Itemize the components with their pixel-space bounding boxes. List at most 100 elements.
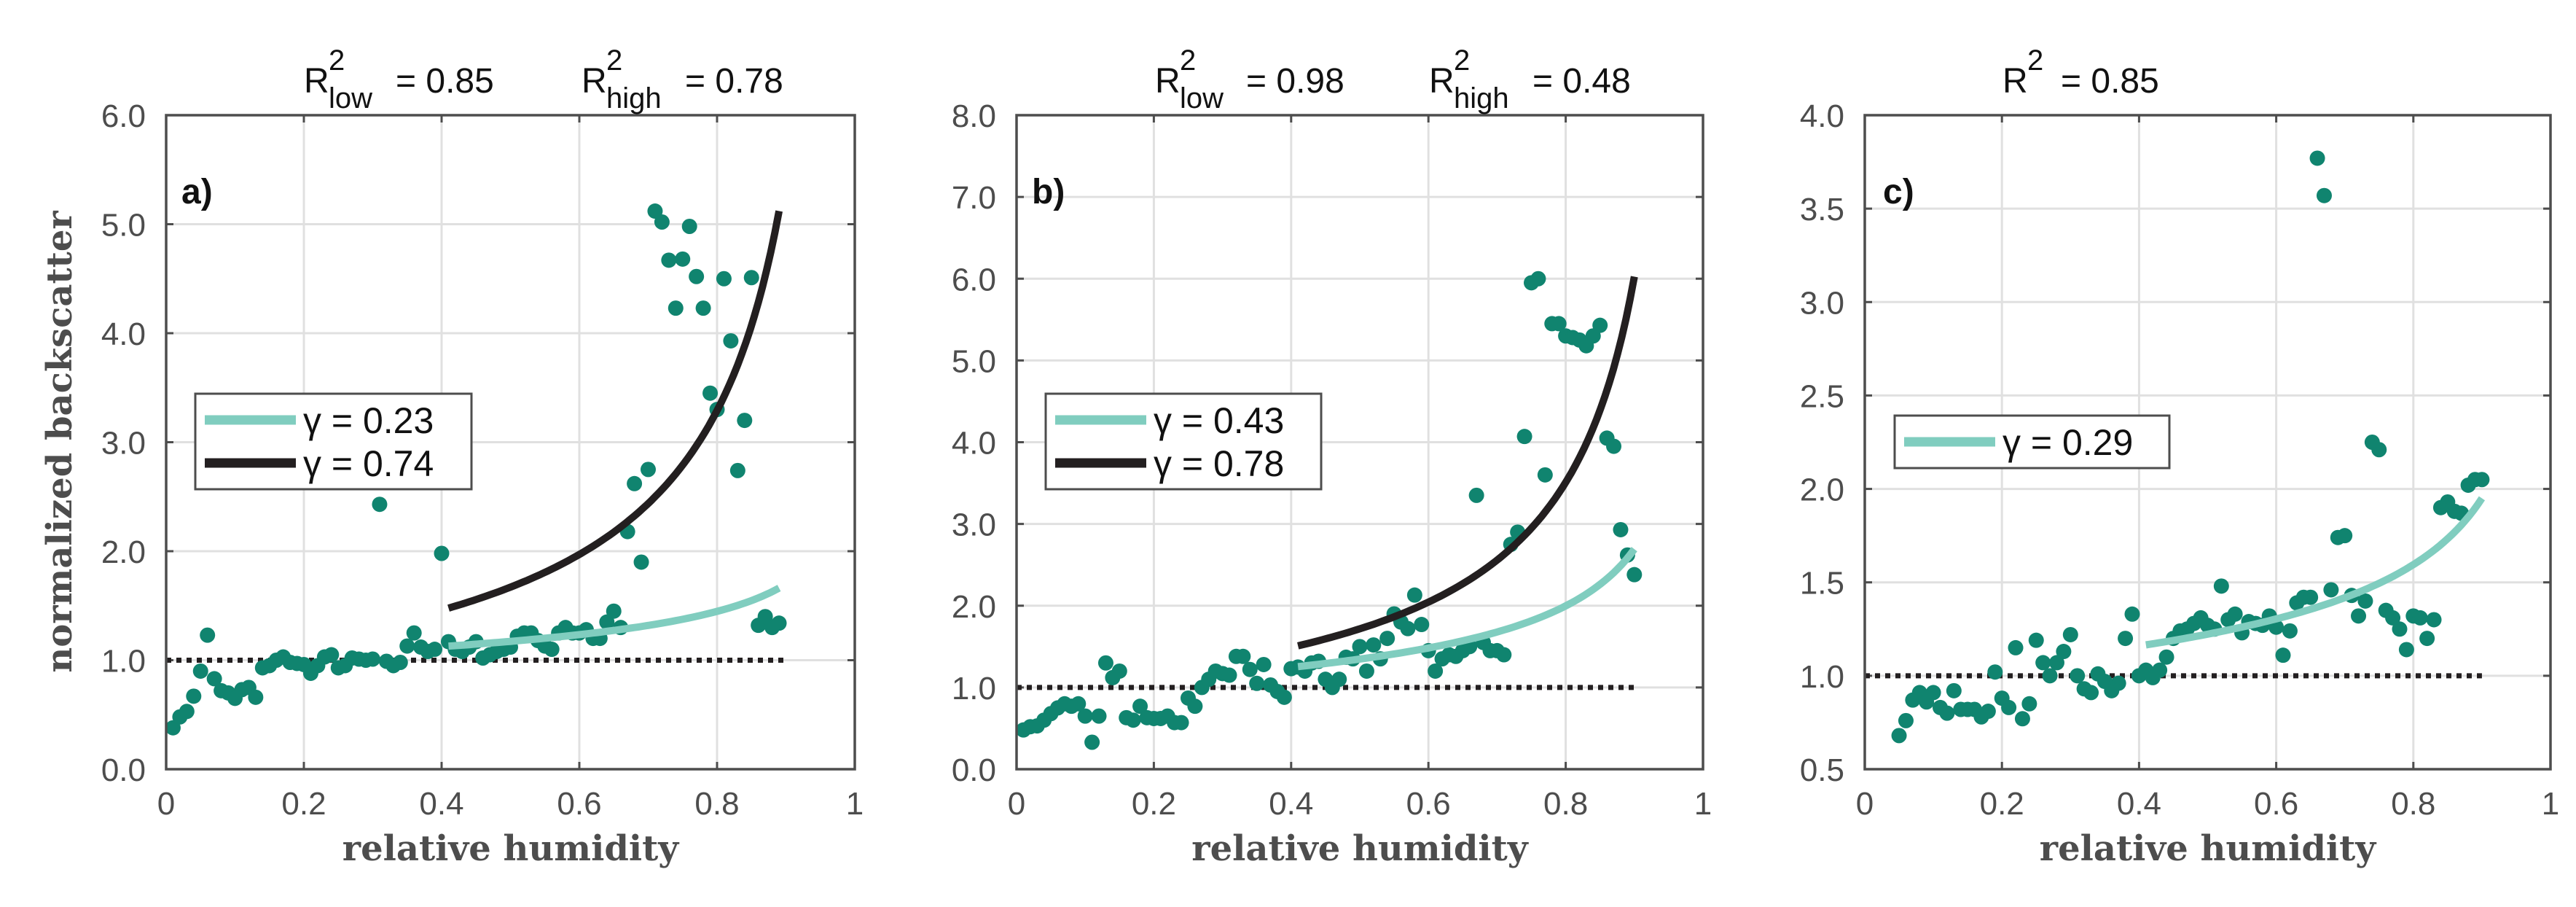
x-tick-label: 0.6 (1406, 786, 1451, 822)
data-point (544, 642, 560, 658)
legend: γ = 0.29 (1893, 414, 2171, 470)
data-point (1516, 429, 1532, 445)
data-point (2385, 610, 2401, 626)
y-tick-label: 4.0 (1800, 98, 1844, 134)
r-value: = 0.48 (1532, 62, 1631, 101)
data-point (1946, 682, 1962, 698)
data-point (1613, 521, 1629, 537)
legend-label: γ = 0.74 (303, 443, 434, 484)
data-point (1891, 728, 1907, 744)
r-value: = 0.98 (1246, 62, 1344, 101)
data-point (1173, 715, 1189, 731)
data-point (1084, 734, 1100, 750)
r-subscript: high (606, 82, 662, 114)
legend-label: γ = 0.29 (2003, 422, 2133, 463)
data-point (2337, 528, 2353, 544)
y-tick-label: 8.0 (952, 98, 996, 134)
r-superscript: 2 (329, 44, 345, 77)
data-point (771, 615, 787, 631)
data-point (2014, 711, 2030, 727)
r-squared-annotation: R2 = 0.85 (2003, 44, 2159, 101)
legend-box (194, 392, 473, 491)
data-point (716, 270, 732, 287)
data-point (1125, 712, 1141, 728)
y-tick-label: 7.0 (952, 180, 996, 216)
y-tick-label: 3.0 (952, 507, 996, 543)
r-symbol: R (2003, 62, 2028, 101)
data-point (2474, 472, 2490, 488)
x-tick-label: 1 (1694, 786, 1712, 822)
data-point (1980, 704, 1996, 720)
data-point (1626, 567, 1643, 583)
data-point (392, 654, 408, 670)
y-tick-label: 0.0 (952, 752, 996, 788)
data-point (1276, 689, 1292, 705)
data-point (2426, 612, 2442, 628)
r-squared-annotation: R2 low = 0.98 (1155, 44, 1344, 114)
x-tick-label: 0 (157, 786, 175, 822)
data-point (627, 475, 643, 491)
data-point (1331, 672, 1347, 688)
r-subscript: high (1454, 82, 1509, 114)
data-point (668, 300, 684, 316)
data-point (1091, 708, 1107, 724)
x-tick-label: 0 (1008, 786, 1025, 822)
r-value: = 0.85 (396, 62, 494, 101)
x-tick-label: 0.2 (281, 786, 326, 822)
data-point (1187, 698, 1203, 715)
data-point (599, 614, 615, 630)
data-point (2309, 150, 2325, 166)
data-point (654, 214, 670, 230)
data-point (2158, 649, 2174, 665)
x-tick-label: 0.4 (1269, 786, 1313, 822)
panel-c: 0 0.2 0.4 0.6 0.8 1 0.5 1.0 1.5 2.0 2.5 3.0 3.5 4.0 c)… (1800, 44, 2559, 869)
data-point (1221, 667, 1237, 683)
x-tick-label: 0.4 (2117, 786, 2161, 822)
data-point (641, 462, 656, 478)
y-tick-label: 6.0 (101, 98, 146, 134)
r-symbol: R (1429, 62, 1455, 101)
data-point (1242, 661, 1258, 677)
data-point (2398, 642, 2414, 658)
data-point (633, 554, 649, 570)
data-point (1898, 712, 1914, 728)
y-tick-label: 4.0 (101, 316, 146, 352)
data-point (606, 603, 622, 619)
data-point (681, 218, 697, 234)
data-point (2021, 696, 2037, 712)
x-tick-label: 1 (846, 786, 864, 822)
data-point (737, 413, 753, 429)
x-tick-label: 0 (1856, 786, 1874, 822)
data-point (2062, 626, 2078, 642)
data-point (200, 627, 216, 643)
data-point (2371, 442, 2387, 458)
data-point (1551, 316, 1567, 332)
data-point (1249, 675, 1265, 691)
y-tick-label: 1.0 (1800, 659, 1844, 695)
panel-b: 0 0.2 0.4 0.6 0.8 1 0.0 1.0 2.0 3.0 4.0 5.0 6.0 7.0 8.… (952, 44, 1712, 869)
data-point (757, 609, 773, 625)
data-point (2124, 606, 2140, 622)
r-value: = 0.78 (685, 62, 783, 101)
y-tick-label: 1.0 (101, 644, 146, 680)
data-point (1496, 647, 1512, 663)
data-point (248, 689, 264, 705)
data-point (324, 647, 340, 663)
legend-label: γ = 0.43 (1154, 400, 1284, 441)
x-axis-label: relative humidity (2040, 828, 2378, 869)
y-tick-label: 2.5 (1800, 378, 1844, 414)
x-axis-label: relative humidity (342, 828, 681, 869)
data-point (1406, 587, 1422, 603)
data-point (2275, 647, 2291, 663)
y-tick-label: 1.5 (1800, 566, 1844, 602)
data-point (1428, 663, 1444, 679)
data-point (1097, 655, 1113, 671)
data-point (2118, 631, 2134, 647)
legend: γ = 0.43γ = 0.78 (1044, 392, 1323, 491)
y-tick-label: 0.0 (101, 752, 146, 788)
legend-label: γ = 0.78 (1154, 443, 1284, 484)
r-squared-annotation: R2 high = 0.48 (1429, 44, 1631, 114)
data-points (1891, 150, 2490, 744)
data-point (2392, 621, 2408, 637)
x-tick-label: 0.8 (2391, 786, 2435, 822)
